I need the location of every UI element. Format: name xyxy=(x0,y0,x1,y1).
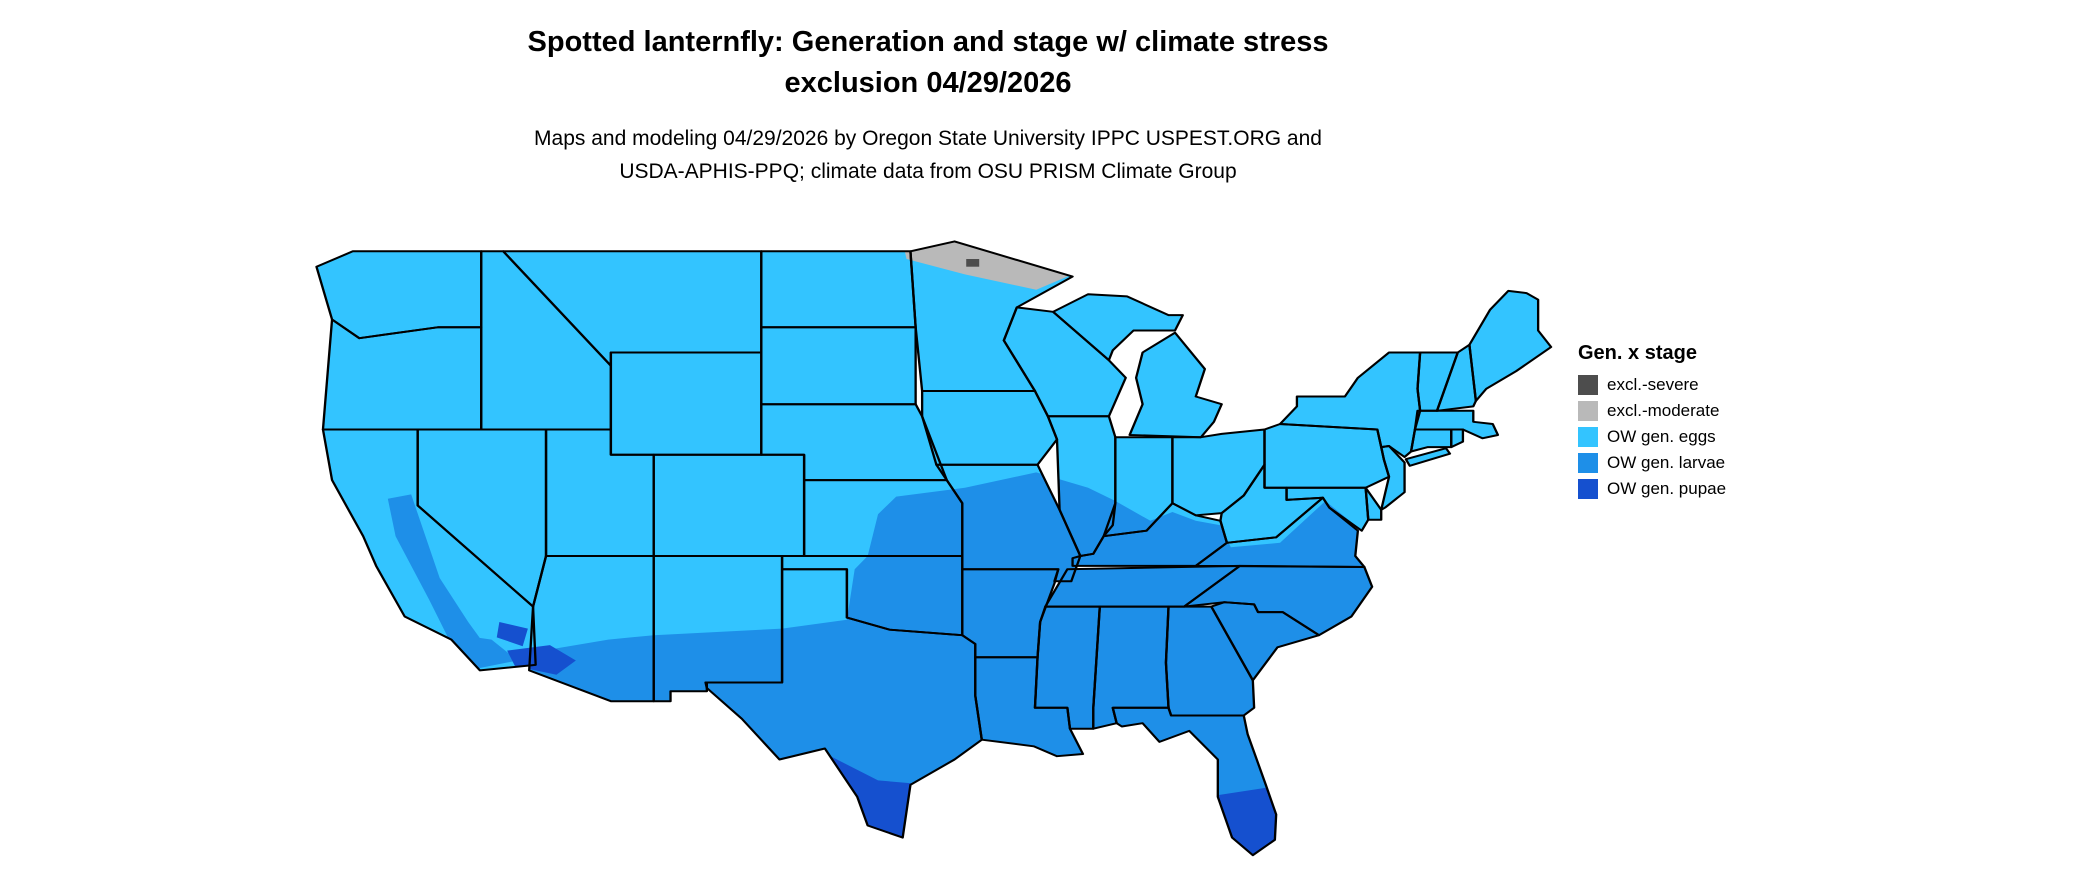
legend-item-ow-gen-larvae: OW gen. larvae xyxy=(1578,452,1838,473)
swatch-rect xyxy=(1578,426,1598,447)
state-border-michigan-lower-peninsula xyxy=(1128,331,1223,439)
legend-swatch-ow-gen-eggs xyxy=(1578,426,1598,447)
title-line-2: exclusion 04/29/2026 xyxy=(784,67,1072,99)
legend-item-excl-severe: excl.-severe xyxy=(1578,374,1838,395)
legend: Gen. x stage excl.-severe excl.-moderate… xyxy=(1578,342,1838,504)
legend-label: OW gen. eggs xyxy=(1607,426,1716,446)
map-fill-excl-severe xyxy=(966,259,980,267)
swatch-rect xyxy=(1578,478,1598,499)
map-fill-pupae xyxy=(496,622,1279,856)
title-line-1: Spotted lanternfly: Generation and stage… xyxy=(527,26,1329,58)
state-border-new-hampshire xyxy=(1435,343,1478,412)
legend-item-ow-gen-pupae: OW gen. pupae xyxy=(1578,478,1838,499)
map-fill-excl-moderate xyxy=(903,241,1073,290)
legend-swatch-ow-gen-larvae xyxy=(1578,452,1598,473)
legend-label: OW gen. larvae xyxy=(1607,452,1726,472)
legend-label: OW gen. pupae xyxy=(1607,478,1727,498)
page-title: Spotted lanternfly: Generation and stage… xyxy=(0,22,1856,104)
swatch-rect xyxy=(1578,374,1598,395)
state-border-texas xyxy=(704,568,983,839)
state-border-new-jersey xyxy=(1380,445,1406,511)
swatch-rect xyxy=(1578,452,1598,473)
legend-label: excl.-moderate xyxy=(1607,400,1720,420)
legend-item-ow-gen-eggs: OW gen. eggs xyxy=(1578,426,1838,447)
swatch-rect xyxy=(1578,400,1598,421)
legend-swatch-ow-gen-pupae xyxy=(1578,478,1598,499)
legend-swatch-excl-severe xyxy=(1578,374,1598,395)
state-border-delaware xyxy=(1364,486,1383,521)
state-border-vermont xyxy=(1416,351,1459,412)
subtitle-line-2: USDA-APHIS-PPQ; climate data from OSU PR… xyxy=(619,160,1237,183)
page-subtitle: Maps and modeling 04/29/2026 by Oregon S… xyxy=(0,122,1856,188)
us-choropleth-map xyxy=(310,226,1555,886)
state-border-florida xyxy=(1111,706,1278,857)
state-border-massachusetts xyxy=(1413,409,1500,440)
legend-item-excl-moderate: excl.-moderate xyxy=(1578,400,1838,421)
subtitle-line-1: Maps and modeling 04/29/2026 by Oregon S… xyxy=(534,127,1322,150)
state-borders xyxy=(315,240,1553,857)
map-svg xyxy=(315,240,1553,857)
legend-label: excl.-severe xyxy=(1607,374,1699,394)
legend-swatch-excl-moderate xyxy=(1578,400,1598,421)
state-border-south-carolina xyxy=(1210,601,1321,682)
legend-title: Gen. x stage xyxy=(1578,342,1697,364)
state-border-michigan-upper-peninsula xyxy=(1051,293,1184,362)
state-border-maine xyxy=(1468,289,1553,402)
